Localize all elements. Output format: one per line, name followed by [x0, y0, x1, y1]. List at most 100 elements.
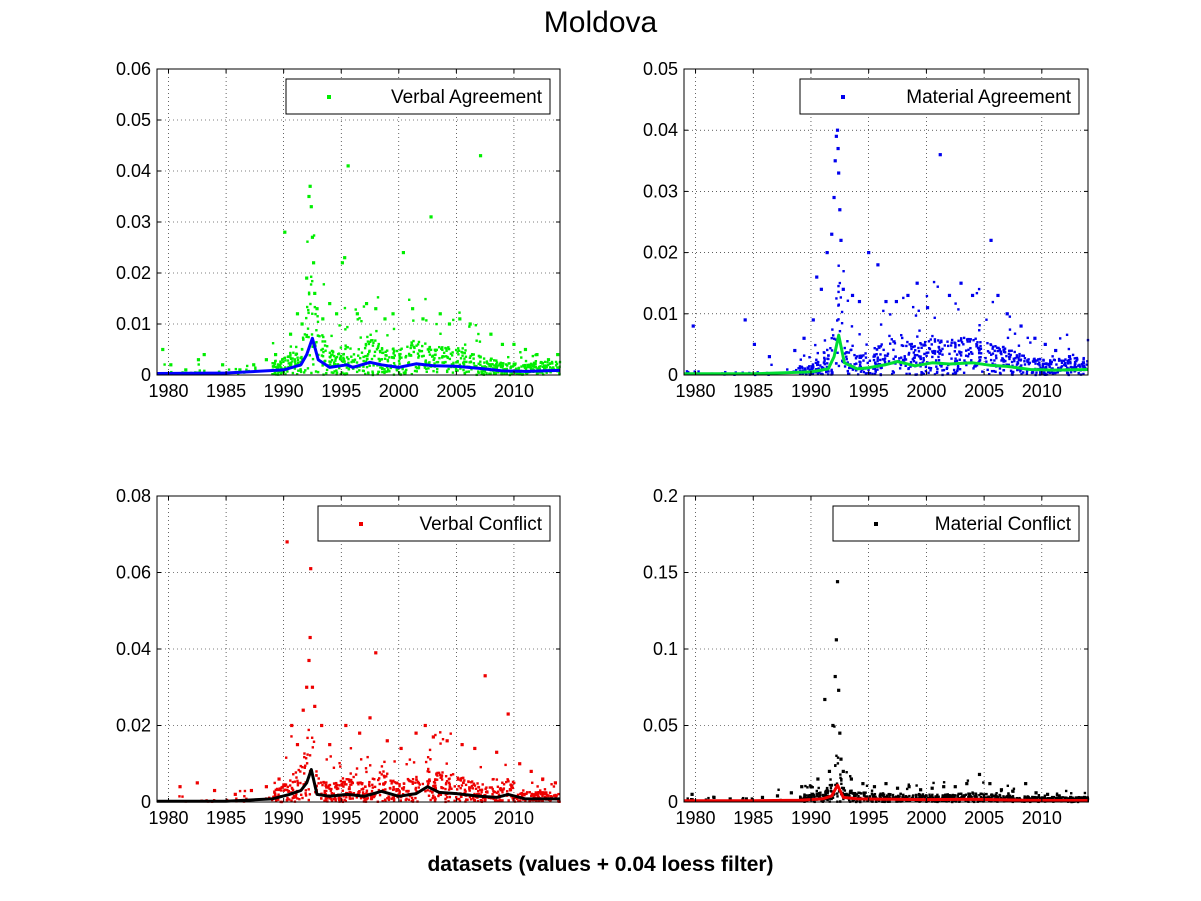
scatter-point — [412, 319, 415, 322]
scatter-point — [937, 345, 940, 349]
scatter-point — [547, 795, 550, 798]
scatter-point — [1020, 364, 1023, 367]
scatter-point — [803, 794, 806, 798]
scatter-point — [375, 348, 379, 351]
scatter-point — [888, 342, 892, 345]
scatter-point — [416, 343, 420, 346]
scatter-point — [936, 350, 940, 353]
scatter-point — [846, 340, 849, 343]
scatter-point — [957, 344, 961, 347]
y-tick-label: 0.15 — [643, 563, 678, 583]
scatter-point — [902, 796, 905, 799]
scatter-point — [966, 340, 969, 343]
scatter-point — [299, 764, 302, 768]
scatter-point — [1058, 796, 1061, 800]
scatter-point — [368, 349, 371, 353]
scatter-point — [289, 345, 293, 348]
scatter-point — [282, 360, 285, 364]
data-point — [965, 782, 969, 786]
scatter-point — [542, 364, 546, 367]
scatter-point — [1055, 792, 1059, 795]
data-point — [907, 785, 911, 789]
scatter-point — [440, 356, 444, 359]
scatter-point — [998, 348, 1001, 351]
scatter-point — [544, 364, 547, 367]
scatter-point — [1004, 359, 1007, 363]
scatter-point — [928, 793, 931, 796]
scatter-point — [901, 794, 905, 797]
data-point — [301, 708, 305, 712]
scatter-point — [347, 357, 350, 361]
scatter-point — [522, 789, 525, 792]
scatter-point — [932, 280, 936, 284]
scatter-point — [439, 742, 442, 745]
scatter-point — [425, 367, 428, 371]
scatter-point — [303, 371, 306, 374]
scatter-point — [949, 344, 953, 347]
scatter-point — [724, 370, 727, 374]
scatter-point — [282, 783, 285, 786]
data-point — [894, 299, 898, 304]
scatter-point — [829, 787, 833, 790]
scatter-point — [380, 773, 383, 776]
scatter-point — [415, 366, 419, 370]
scatter-point — [312, 234, 316, 237]
panel-verbal-agreement: 1980 1985 1990 1995 2000 2005 201000.010.020.0… — [116, 59, 562, 401]
scatter-point — [993, 794, 997, 798]
scatter-point — [916, 353, 919, 357]
scatter-point — [903, 357, 907, 360]
scatter-point — [823, 358, 826, 361]
scatter-point — [404, 371, 407, 375]
scatter-point — [287, 790, 290, 794]
scatter-point — [448, 795, 452, 799]
scatter-point — [468, 789, 471, 792]
scatter-point — [330, 797, 333, 801]
scatter-point — [339, 356, 342, 360]
scatter-point — [879, 353, 882, 356]
scatter-point — [314, 312, 317, 316]
scatter-point — [1007, 355, 1011, 359]
scatter-point — [926, 796, 930, 800]
scatter-point — [544, 796, 548, 799]
scatter-point — [997, 795, 1000, 799]
scatter-point — [1026, 336, 1029, 340]
data-point — [819, 287, 823, 291]
scatter-point — [854, 357, 858, 360]
scatter-point — [506, 778, 509, 781]
scatter-point — [900, 344, 904, 347]
scatter-point — [400, 356, 403, 359]
data-point — [288, 332, 293, 336]
scatter-point — [318, 335, 321, 338]
scatter-point — [307, 311, 310, 315]
data-point — [233, 792, 237, 796]
scatter-point — [308, 754, 312, 757]
scatter-point — [402, 371, 406, 374]
scatter-point — [324, 783, 328, 787]
scatter-point — [984, 356, 987, 360]
scatter-point — [986, 350, 990, 353]
data-point — [500, 342, 505, 346]
scatter-point — [311, 746, 315, 749]
scatter-point — [296, 779, 299, 783]
scatter-point — [478, 340, 482, 343]
scatter-point — [510, 372, 514, 375]
data-point — [999, 788, 1004, 792]
scatter-point — [283, 784, 287, 788]
scatter-point — [846, 299, 850, 302]
scatter-point — [520, 356, 523, 359]
scatter-point — [922, 795, 925, 798]
scatter-point — [1064, 789, 1068, 793]
x-tick-label: 1980 — [676, 381, 716, 401]
data-point — [411, 307, 415, 311]
scatter-point — [323, 359, 327, 363]
scatter-point — [532, 794, 535, 797]
scatter-point — [285, 799, 289, 802]
scatter-point — [495, 366, 499, 370]
scatter-point — [361, 781, 364, 785]
data-point — [315, 307, 319, 311]
scatter-point — [398, 783, 401, 786]
scatter-point — [410, 372, 414, 376]
scatter-point — [803, 793, 806, 796]
scatter-point — [816, 351, 819, 355]
data-point — [310, 235, 315, 239]
